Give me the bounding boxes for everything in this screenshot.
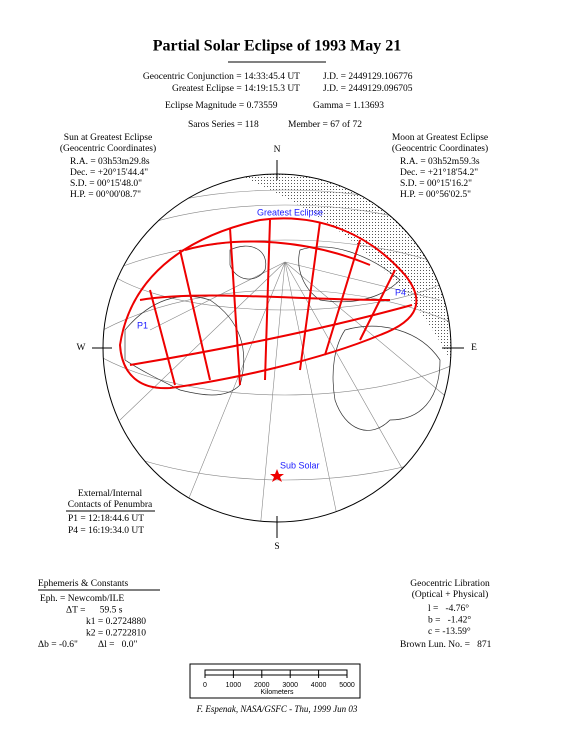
moon-row: S.D. = 00°15'16.2" [400,178,472,189]
scale-unit: Kilometers [260,689,294,696]
header-right: Gamma = 1.13693 [313,101,384,111]
ephemeris-row: Δl = 0.0" [98,640,137,650]
scale-bar: 0 1000 2000 3000 4000 5000 Kilometers [189,663,361,699]
sun-row: Dec. = +20°15'44.4" [70,167,148,178]
libration-row: b = -1.42° [428,615,471,626]
libration-row: l = -4.76° [428,603,469,614]
info-blocks: Sun at Greatest Eclipse(Geocentric Coord… [38,133,492,650]
moon-heading: (Geocentric Coordinates) [392,143,488,154]
compass-s: S [274,542,279,552]
ephemeris-row: Eph. = Newcomb/ILE [40,594,124,604]
ephemeris-row: k1 = 0.2724880 [86,617,146,627]
sun-row: R.A. = 03h53m29.8s [70,157,150,167]
scale-tick-label: 0 [203,682,207,689]
header-right: J.D. = 2449129.106776 [323,72,413,82]
p4-label: P4 [395,287,406,297]
header-left: Greatest Eclipse = 14:19:15.3 UT [172,84,300,94]
title: Partial Solar Eclipse of 1993 May 21 [153,38,402,55]
contacts-heading: Contacts of Penumbra [68,499,153,510]
compass-w: W [77,343,86,353]
ephemeris-row: k2 = 0.2722810 [86,629,146,639]
libration-heading: Geocentric Libration [410,579,490,589]
greatest-label: Greatest Eclipse [257,207,323,217]
libration-row: c = -13.59° [428,626,471,637]
moon-row: R.A. = 03h52m59.3s [400,157,480,167]
contacts-heading: External/Internal [78,489,143,499]
ephemeris-row: ΔT = 59.5 s [66,606,123,616]
ephemeris-row: Δb = -0.6" [38,640,78,650]
header-lines: Geocentric Conjunction = 14:33:45.4 UT J.… [143,72,413,130]
footer: F. Espenak, NASA/GSFC - Thu, 1999 Jun 03 [196,704,358,714]
moon-heading: Moon at Greatest Eclipse [392,133,488,143]
scale-tick-label: 1000 [226,682,242,689]
scale-tick-label: 3000 [282,682,298,689]
p1-label: P1 [137,320,148,330]
scale-tick-label: 5000 [339,682,355,689]
libration-heading: (Optical + Physical) [412,589,489,600]
sun-heading: Sun at Greatest Eclipse [64,133,152,143]
moon-row: Dec. = +21°18'54.2" [400,167,478,178]
sun-row: H.P. = 00°00'08.7" [70,189,141,200]
sub-solar-label: Sub Solar [280,460,320,470]
ephemeris-heading: Ephemeris & Constants [38,579,129,589]
sun-row: S.D. = 00°15'48.0" [70,178,142,189]
scale-tick-label: 2000 [254,682,270,689]
sun-heading: (Geocentric Coordinates) [60,143,156,154]
compass-e: E [471,343,477,353]
contacts-row: P1 = 12:18:44.6 UT [68,514,144,524]
header-right: Member = 67 of 72 [288,119,362,130]
header-left: Saros Series = 118 [188,120,259,130]
compass-n: N [274,145,281,155]
scale-tick-label: 4000 [311,682,327,689]
moon-row: H.P. = 00°56'02.5" [400,189,471,200]
header-left: Eclipse Magnitude = 0.73559 [165,101,278,111]
header-left: Geocentric Conjunction = 14:33:45.4 UT [143,72,300,82]
contacts-row: P4 = 16:19:34.0 UT [68,526,144,536]
header-right: J.D. = 2449129.096705 [323,84,413,94]
libration-brown: Brown Lun. No. = 871 [400,640,492,650]
